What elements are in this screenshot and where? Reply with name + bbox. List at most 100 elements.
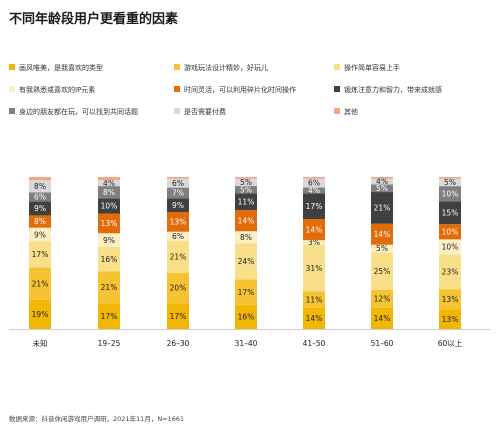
x-tick-label: 19–25 <box>98 339 121 348</box>
data-label: 14% <box>374 314 391 323</box>
bar-segment <box>371 178 393 185</box>
data-label: 31% <box>306 264 323 273</box>
x-tick-label: 41–50 <box>303 339 326 348</box>
bar-segment <box>167 178 189 188</box>
data-label: 5% <box>376 244 388 253</box>
data-label: 9% <box>172 201 184 210</box>
data-label: 4% <box>376 177 388 186</box>
bar-segment <box>439 224 461 240</box>
legend-swatch-4 <box>9 86 15 92</box>
data-label: 16% <box>238 313 255 322</box>
data-label: 8% <box>34 217 46 226</box>
legend-swatch-6 <box>334 86 340 92</box>
data-label: 9% <box>34 204 46 213</box>
bar-segment <box>235 178 257 187</box>
data-label: 5% <box>376 184 388 193</box>
bar-segment <box>439 254 461 290</box>
legend-swatch-5 <box>174 86 180 92</box>
bar-segment <box>235 243 257 280</box>
data-label: 13% <box>101 219 118 228</box>
legend-label-9: 其他 <box>344 108 358 116</box>
bar-segment <box>167 272 189 304</box>
chart-title: 不同年龄段用户更看重的因素 <box>9 12 179 27</box>
bar-segment <box>29 192 51 202</box>
data-label: 17% <box>170 312 187 321</box>
bar-segment <box>303 178 325 188</box>
data-label: 25% <box>374 267 391 276</box>
bar-segment <box>371 289 393 308</box>
legend-label-7: 身边的朋友都在玩，可以找到共同话题 <box>19 108 138 116</box>
x-tick-label: 26–30 <box>167 339 190 348</box>
bar-segment <box>439 178 461 187</box>
bar-segment <box>235 210 257 232</box>
data-label: 13% <box>170 218 187 227</box>
data-label: 9% <box>103 236 115 245</box>
data-label: 17% <box>32 250 49 259</box>
data-label: 5% <box>444 178 456 187</box>
bar-segment <box>235 177 257 179</box>
legend-label-2: 游戏玩法设计精妙，好玩儿 <box>184 64 268 72</box>
legend-label-1: 画风唯美，是我喜欢的类型 <box>19 64 103 72</box>
legend-swatch-8 <box>174 108 180 114</box>
bar-segment <box>371 307 393 329</box>
data-label: 11% <box>238 198 255 207</box>
legend-label-6: 锻炼注意力和智力，带来成就感 <box>344 86 442 94</box>
bar-segment <box>371 223 393 245</box>
data-label: 15% <box>442 208 459 217</box>
data-label: 10% <box>101 202 118 211</box>
bar-segment <box>303 187 325 194</box>
data-label: 8% <box>34 182 46 191</box>
legend-swatch-3 <box>334 64 340 70</box>
data-label: 17% <box>238 288 255 297</box>
bar-segment <box>98 271 120 304</box>
bar-segment <box>98 246 120 272</box>
data-label: 14% <box>306 225 323 234</box>
x-tick-label: 60以上 <box>438 339 463 348</box>
legend-swatch-1 <box>9 64 15 70</box>
bar-segment <box>29 299 51 329</box>
bar-segment <box>98 177 120 181</box>
data-label: 6% <box>34 193 46 202</box>
legend-swatch-9 <box>334 108 340 114</box>
data-label: 9% <box>34 230 46 239</box>
data-label: 14% <box>374 230 391 239</box>
data-label: 17% <box>306 202 323 211</box>
bar-segment <box>98 198 120 214</box>
bar-segment <box>439 309 461 329</box>
data-label: 7% <box>172 189 184 198</box>
data-label: 4% <box>308 186 320 195</box>
bar-segment <box>29 241 51 268</box>
legend-label-8: 是否需要付费 <box>184 108 226 116</box>
data-label: 14% <box>238 216 255 225</box>
bar-segment <box>303 240 325 245</box>
data-label: 4% <box>103 179 115 188</box>
bar-segment <box>98 233 120 247</box>
bar-segment <box>29 177 51 181</box>
bar-segment <box>235 186 257 194</box>
data-label: 5% <box>240 185 252 194</box>
data-label: 8% <box>103 188 115 197</box>
bar-segment <box>167 177 189 179</box>
data-label: 12% <box>374 295 391 304</box>
bar-segment <box>371 244 393 253</box>
legend-swatch-7 <box>9 108 15 114</box>
data-label: 17% <box>101 312 118 321</box>
bar-segment <box>303 193 325 220</box>
data-label: 21% <box>374 204 391 213</box>
data-label: 5% <box>240 178 252 187</box>
data-label: 19% <box>32 310 49 319</box>
bar-segment <box>235 279 257 305</box>
bar-segment <box>439 177 461 179</box>
bar-segment <box>371 192 393 224</box>
x-tick-label: 51–60 <box>371 339 394 348</box>
legend-swatch-2 <box>174 64 180 70</box>
bar-segment <box>167 198 189 212</box>
bar-segment <box>303 177 325 179</box>
bar-segment <box>29 227 51 242</box>
bar-segment <box>29 215 51 228</box>
bar-segment <box>439 186 461 202</box>
data-label: 6% <box>308 179 320 188</box>
bar-segment <box>29 201 51 216</box>
bar-segment <box>303 244 325 292</box>
data-label: 8% <box>240 233 252 242</box>
